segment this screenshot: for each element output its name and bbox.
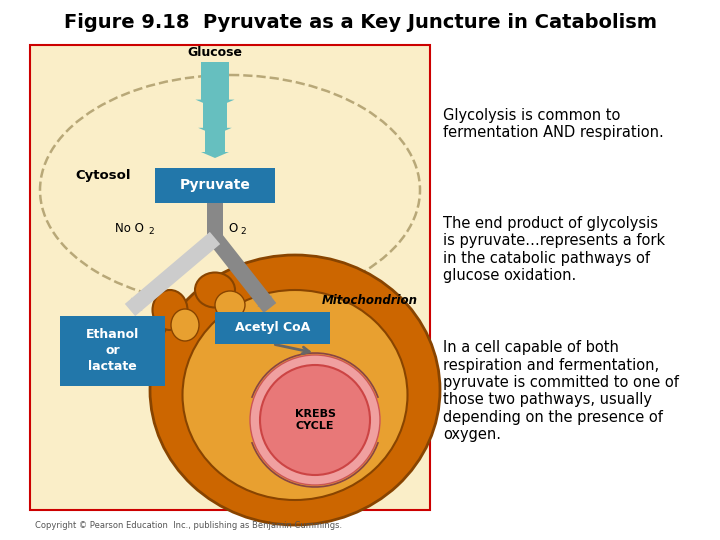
Ellipse shape bbox=[150, 255, 440, 525]
Text: Ethanol
or
lactate: Ethanol or lactate bbox=[86, 328, 139, 374]
Polygon shape bbox=[201, 128, 229, 158]
Polygon shape bbox=[125, 232, 220, 316]
Text: Glycolysis is common to
fermentation AND respiration.: Glycolysis is common to fermentation AND… bbox=[443, 108, 664, 140]
Text: Pyruvate: Pyruvate bbox=[179, 179, 251, 192]
Bar bbox=[155, 168, 275, 203]
Bar bbox=[60, 316, 165, 386]
Ellipse shape bbox=[182, 290, 408, 500]
Ellipse shape bbox=[215, 291, 245, 319]
Polygon shape bbox=[198, 102, 232, 135]
Text: Copyright © Pearson Education  Inc., publishing as Benjamin Cummings.: Copyright © Pearson Education Inc., publ… bbox=[35, 521, 342, 530]
Ellipse shape bbox=[40, 75, 420, 305]
Polygon shape bbox=[209, 233, 276, 313]
Bar bbox=[30, 45, 430, 510]
Ellipse shape bbox=[171, 309, 199, 341]
Text: Glucose: Glucose bbox=[187, 45, 243, 58]
Polygon shape bbox=[195, 62, 235, 108]
Polygon shape bbox=[257, 295, 271, 308]
Text: Mitochondrion: Mitochondrion bbox=[322, 294, 418, 307]
Text: Figure 9.18  Pyruvate as a Key Juncture in Catabolism: Figure 9.18 Pyruvate as a Key Juncture i… bbox=[63, 12, 657, 31]
Text: Acetyl CoA: Acetyl CoA bbox=[235, 321, 310, 334]
Text: 2: 2 bbox=[148, 227, 153, 237]
Text: The end product of glycolysis
is pyruvate…represents a fork
in the catabolic pat: The end product of glycolysis is pyruvat… bbox=[443, 216, 665, 283]
Text: In a cell capable of both
respiration and fermentation,
pyruvate is committed to: In a cell capable of both respiration an… bbox=[443, 340, 679, 442]
Ellipse shape bbox=[260, 365, 370, 475]
Text: Cytosol: Cytosol bbox=[75, 168, 130, 181]
Bar bbox=[207, 203, 223, 238]
Text: O: O bbox=[228, 221, 238, 234]
Ellipse shape bbox=[195, 273, 235, 307]
Polygon shape bbox=[130, 298, 143, 311]
Text: No O: No O bbox=[115, 221, 144, 234]
Text: KREBS
CYCLE: KREBS CYCLE bbox=[294, 409, 336, 431]
Text: 2: 2 bbox=[240, 227, 246, 237]
Bar bbox=[215, 312, 330, 344]
Ellipse shape bbox=[153, 290, 187, 330]
Ellipse shape bbox=[250, 355, 380, 485]
